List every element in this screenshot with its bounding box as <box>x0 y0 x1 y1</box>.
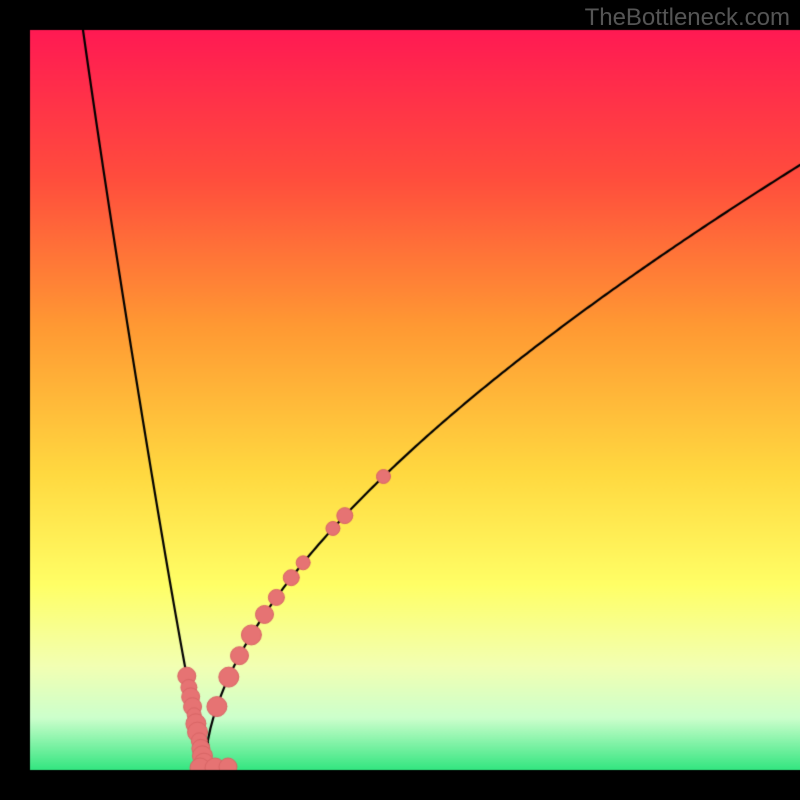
chart-container: TheBottleneck.com <box>0 0 800 800</box>
watermark-text: TheBottleneck.com <box>585 4 790 32</box>
bottleneck-chart-canvas <box>0 0 800 800</box>
